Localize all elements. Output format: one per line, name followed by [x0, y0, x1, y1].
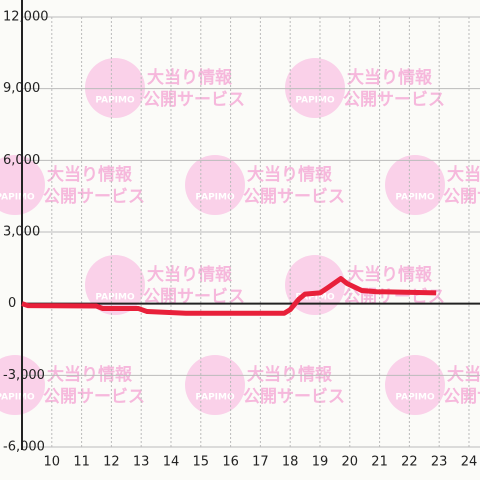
watermark-logo [185, 355, 245, 415]
x-tick-label: 21 [371, 455, 388, 470]
x-tick-label: 14 [163, 455, 180, 470]
x-tick-label: 15 [193, 455, 210, 470]
y-tick-label: 12,000 [3, 10, 49, 25]
watermark-text: 大当り情報 [147, 264, 233, 285]
watermark-text: 公開サービス [43, 187, 145, 207]
x-tick-label: 22 [401, 455, 418, 470]
x-tick-label: 20 [342, 455, 359, 470]
watermark-logo [185, 155, 245, 215]
watermark-brand: PAPIMO [395, 193, 435, 203]
watermark-text: 大当り情報 [447, 364, 480, 385]
watermark-brand: PAPIMO [395, 393, 435, 403]
watermark-text: 大当り情報 [347, 264, 433, 285]
watermark-brand: PAPIMO [195, 393, 235, 403]
x-tick-label: 13 [133, 455, 150, 470]
watermark-text: 大当り情報 [47, 164, 133, 185]
watermark-logo [385, 355, 445, 415]
watermark-text: 公開サービス [143, 287, 245, 307]
watermark-logo [85, 255, 145, 315]
watermark-text: 公開サービス [443, 187, 480, 207]
x-tick-label: 19 [312, 455, 329, 470]
x-tick-label: 23 [431, 455, 448, 470]
watermark-brand: PAPIMO [0, 193, 35, 203]
x-tick-label: 18 [282, 455, 299, 470]
watermark-text: 大当り情報 [447, 164, 480, 185]
x-tick-label: 16 [222, 455, 239, 470]
watermark-text: 公開サービス [143, 90, 245, 110]
watermark-brand: PAPIMO [295, 293, 335, 303]
x-tick-label: 12 [103, 455, 120, 470]
watermark-logo [385, 155, 445, 215]
watermark-text: 公開サービス [243, 387, 345, 407]
x-tick-label: 11 [73, 455, 90, 470]
watermark-logo [285, 58, 345, 118]
watermark-text: 公開サービス [243, 187, 345, 207]
watermark-text: 公開サービス [343, 90, 445, 110]
watermark-brand: PAPIMO [95, 96, 135, 106]
watermark-brand: PAPIMO [195, 193, 235, 203]
watermark-brand: PAPIMO [295, 96, 335, 106]
y-tick-label: -3,000 [3, 368, 45, 383]
watermark-logo [85, 58, 145, 118]
watermark-text: 大当り情報 [347, 67, 433, 88]
x-tick-label: 24 [461, 455, 478, 470]
x-tick-label: 10 [44, 455, 61, 470]
watermark-brand: PAPIMO [0, 393, 35, 403]
watermark-text: 大当り情報 [147, 67, 233, 88]
y-tick-label: -6,000 [3, 440, 45, 455]
series-line [21, 276, 437, 316]
watermark-text: 公開サービス [43, 387, 145, 407]
x-tick-label: 17 [252, 455, 269, 470]
watermark-text: 公開サービス [443, 387, 480, 407]
y-tick-label: 0 [8, 296, 16, 311]
watermark-text: 大当り情報 [47, 364, 133, 385]
watermark-brand: PAPIMO [95, 293, 135, 303]
